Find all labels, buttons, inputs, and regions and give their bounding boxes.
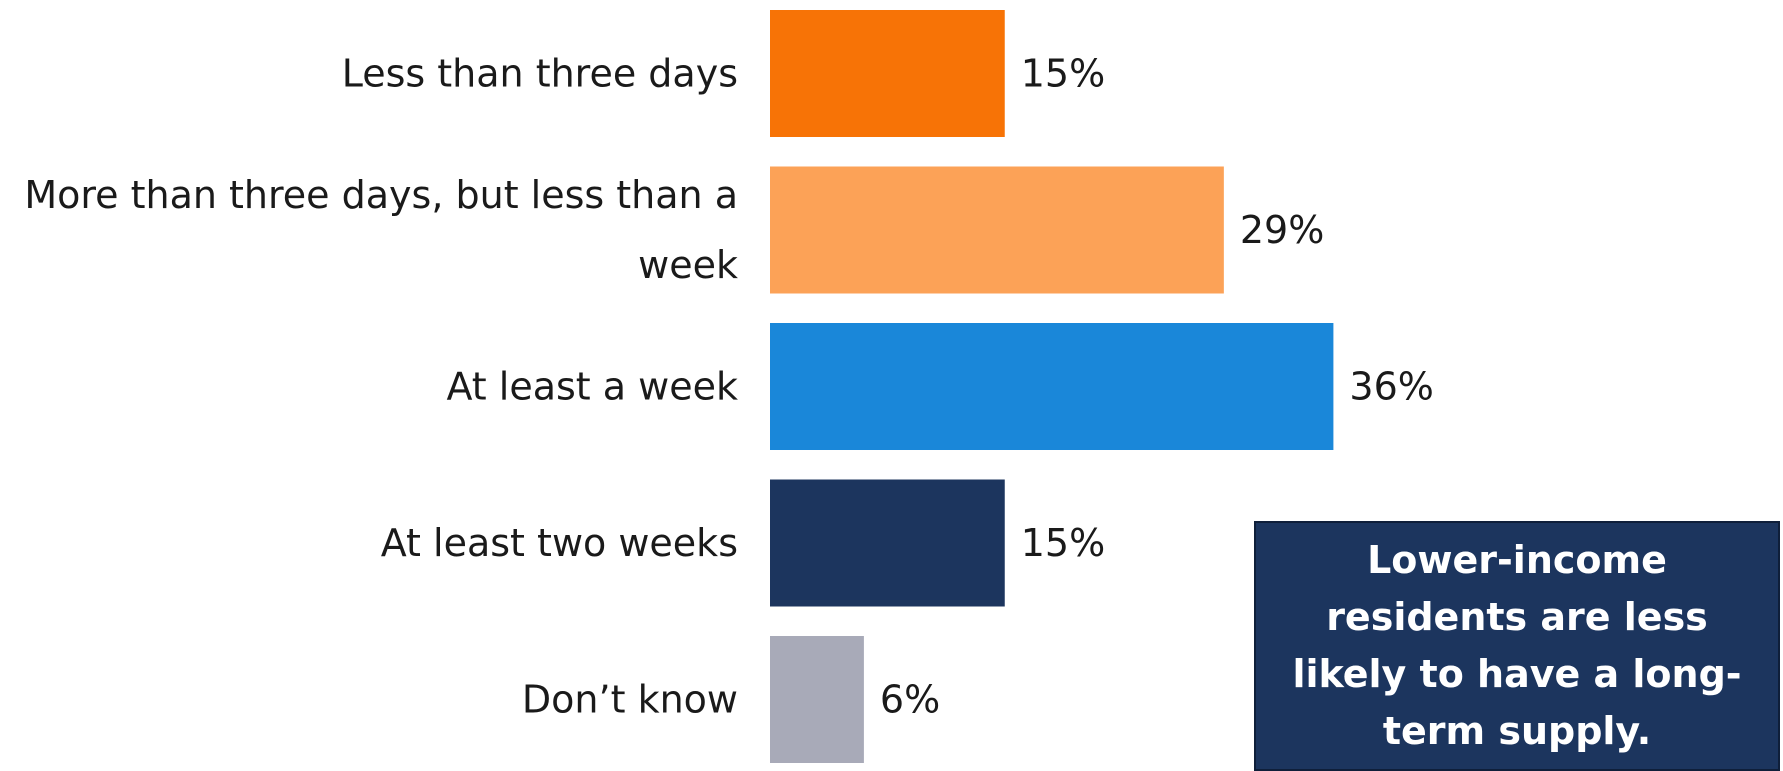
bar-1: [770, 10, 1005, 137]
value-label-4: 15%: [1021, 521, 1105, 565]
value-label-1: 15%: [1021, 52, 1105, 96]
value-label-2: 29%: [1240, 208, 1324, 252]
callout-box: Lower-income residents are less likely t…: [1254, 521, 1780, 771]
category-label-2-line-2: week: [638, 243, 738, 287]
bar-3: [770, 323, 1334, 450]
value-label-5: 6%: [880, 678, 940, 722]
category-label-5: Don’t know: [522, 678, 738, 722]
category-label-1: Less than three days: [342, 52, 738, 96]
category-label-3: At least a week: [446, 365, 738, 409]
callout-text: Lower-income residents are less likely t…: [1292, 538, 1742, 753]
bar-2: [770, 166, 1224, 294]
category-label-4: At least two weeks: [381, 521, 738, 565]
category-label-2-line-1: More than three days, but less than a: [24, 173, 738, 217]
bar-5: [770, 636, 864, 763]
value-label-3: 36%: [1349, 365, 1433, 409]
bar-4: [770, 479, 1005, 607]
